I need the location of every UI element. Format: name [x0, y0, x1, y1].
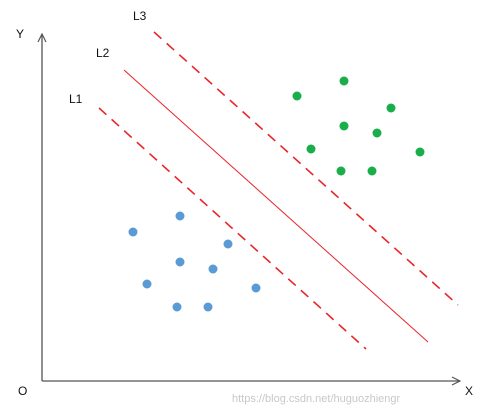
blue-point [208, 264, 218, 274]
green-point [386, 103, 396, 113]
green-point [336, 166, 346, 176]
blue-point [251, 283, 261, 293]
line-l1-label: L1 [69, 92, 83, 106]
green-point [292, 91, 302, 101]
green-point [306, 144, 316, 154]
blue-point [142, 279, 152, 289]
blue-point [175, 211, 185, 221]
line-l2-label: L2 [96, 46, 110, 60]
green-point [415, 147, 425, 157]
watermark-text: https://blog.csdn.net/huguozhiengr [232, 393, 401, 405]
green-point [339, 121, 349, 131]
x-axis-label: X [465, 384, 473, 398]
blue-point [223, 239, 233, 249]
line-l1 [98, 107, 367, 350]
green-point [367, 166, 377, 176]
y-axis-label: Y [16, 27, 24, 41]
blue-point [172, 302, 182, 312]
blue-point [175, 257, 185, 267]
line-l2 [123, 69, 429, 343]
blue-point [128, 227, 138, 237]
blue-point [203, 302, 213, 312]
origin-label: O [18, 384, 27, 398]
line-l3-label: L3 [133, 9, 147, 23]
green-point [372, 128, 382, 138]
green-point [339, 76, 349, 86]
line-l3 [153, 31, 459, 306]
